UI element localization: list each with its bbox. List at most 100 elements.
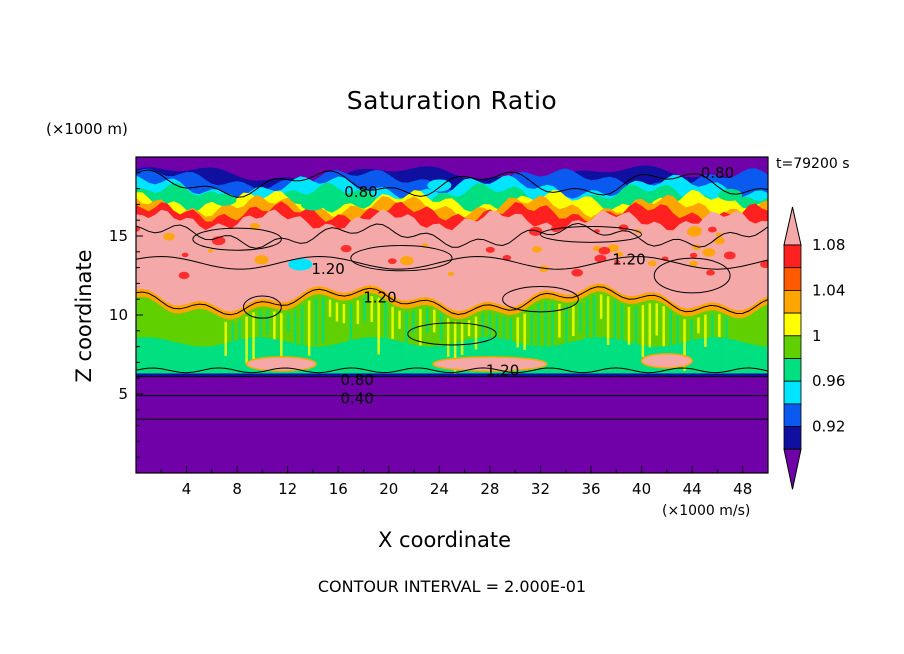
field-streak: [356, 300, 360, 325]
field-patch: [388, 258, 397, 265]
contour-label: 1.20: [486, 361, 519, 379]
field-streak: [439, 313, 443, 341]
contour-loop: [192, 227, 282, 251]
field-patch: [598, 246, 611, 255]
field-streak: [231, 322, 234, 366]
field-streak: [307, 300, 311, 356]
field-patch: [647, 260, 657, 267]
contour-loop: [502, 286, 579, 313]
time-label: t=79200 s: [776, 156, 850, 172]
field-streak: [704, 314, 707, 347]
contour-loop: [407, 322, 497, 346]
field-streak: [342, 303, 346, 324]
colorbar-bin: [783, 244, 802, 269]
colorbar-label: 1.04: [812, 281, 845, 299]
field-streak: [488, 312, 492, 361]
y-tick-label: 15: [109, 227, 128, 245]
field-streak: [662, 306, 665, 347]
x-tick-label: 4: [182, 480, 192, 498]
x-axis-unit: (×1000 m/s): [662, 503, 751, 519]
contour-label: 0.80: [340, 371, 373, 389]
field-patch: [760, 260, 768, 269]
contour-label: 1.20: [311, 260, 344, 278]
field-patch: [528, 226, 543, 236]
colorbar-bin: [783, 289, 802, 314]
field-streak: [599, 294, 603, 319]
field-streak: [530, 308, 533, 348]
field-streak: [328, 299, 332, 317]
field-patch: [689, 252, 698, 258]
colorbar-bin: [783, 335, 802, 359]
contour-1.00-low: [136, 367, 768, 374]
contour-loop: [653, 257, 731, 294]
field-streak: [238, 320, 241, 360]
field-streak: [460, 322, 464, 356]
field-streak: [669, 310, 672, 364]
field-patch: [618, 224, 629, 231]
colorbar-bottom-arrow: [783, 448, 802, 490]
field-streak: [245, 316, 248, 364]
field-streak: [537, 303, 540, 348]
field-patch: [531, 246, 542, 253]
contour-1.00-high: [136, 222, 768, 249]
field-streak: [516, 317, 519, 348]
field-patch: [686, 227, 702, 237]
field-boundary: [136, 373, 768, 377]
field-streak: [690, 319, 693, 348]
field-patch: [485, 246, 495, 253]
contour-loop: [350, 244, 453, 272]
field-streak: [335, 302, 339, 322]
field-streak: [718, 314, 721, 338]
plot-area: [136, 157, 768, 473]
y-axis-unit: (×1000 m): [46, 120, 128, 138]
field-patch: [614, 259, 620, 264]
field-streak: [606, 296, 610, 345]
field-patch: [340, 244, 352, 253]
contour-lines: 0.800.401.201.201.201.200.800.80: [136, 164, 768, 420]
field-patch: [706, 269, 715, 276]
field-streak: [579, 303, 582, 333]
x-tick-label: 48: [733, 480, 752, 498]
field-patch: [708, 226, 717, 233]
field-patch: [571, 268, 583, 277]
colorbar-label: 1: [812, 327, 822, 345]
field-streak: [697, 317, 700, 334]
field-lens: [640, 353, 693, 369]
colorbar-label: 1.08: [812, 236, 845, 254]
colorbar: 0.92 0.96 1 1.04 1.08: [783, 206, 845, 490]
field-streak: [426, 308, 429, 333]
contour-loop: [242, 295, 282, 319]
field-streak: [300, 305, 304, 359]
contour-1.20-low: [136, 286, 768, 316]
contour-label: 1.20: [612, 251, 645, 269]
x-tick-label: 8: [232, 480, 242, 498]
x-tick-label: 44: [683, 480, 702, 498]
field-streak: [648, 303, 652, 348]
field-streak: [467, 320, 471, 337]
field-streak: [273, 311, 276, 340]
field-streak: [314, 297, 318, 345]
field-streak: [509, 318, 513, 362]
x-tick-label: 28: [480, 480, 499, 498]
y-tick-label: 10: [109, 306, 128, 324]
colorbar-top-arrow: [783, 206, 802, 246]
field-streak: [384, 301, 387, 346]
field-patch: [254, 254, 269, 265]
colorbar-bin: [783, 380, 802, 405]
field-streak: [572, 305, 575, 337]
field-streak: [398, 310, 401, 329]
field-streak: [405, 311, 408, 361]
colorbar-bin: [783, 403, 802, 427]
field-streak: [544, 301, 547, 348]
field-streak: [551, 301, 554, 353]
colorbar-bin: [783, 312, 802, 337]
field-streak: [259, 309, 262, 338]
field-streak: [370, 296, 373, 322]
field-streak: [321, 297, 325, 343]
field-streak: [676, 315, 679, 346]
contour-label: 0.80: [701, 164, 734, 182]
field-streak: [523, 313, 526, 350]
x-tick-label: 24: [430, 480, 449, 498]
x-tick-label: 20: [379, 480, 398, 498]
